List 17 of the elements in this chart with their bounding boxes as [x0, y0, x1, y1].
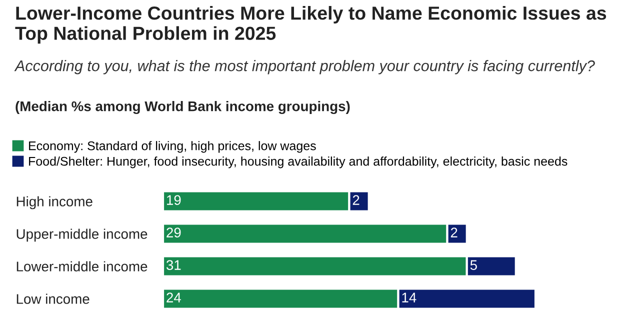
- data-label: 14: [402, 292, 416, 302]
- y-tick-label: Low income: [16, 294, 90, 304]
- y-tick-label: Upper-middle income: [16, 228, 148, 242]
- data-label: 31: [166, 260, 181, 270]
- chart-subtitle: According to you, what is the most important problem your country is facing currently?: [14, 60, 595, 74]
- text: (Median %s among World Bank income groupings): [16, 101, 350, 114]
- y-tick-label: High income: [16, 196, 92, 210]
- data-label: 5: [470, 260, 477, 270]
- data-label: 2: [352, 195, 360, 205]
- data-label: 29: [166, 228, 181, 238]
- legend-label: Economy: Standard of living, high prices, low wages: [29, 141, 316, 153]
- chart-title: Lower-Income Countries More Likely to Name Economic Issues as Top National Problem in 2025: [15, 6, 606, 44]
- data-label: 2: [450, 228, 458, 238]
- data-label: 24: [166, 292, 181, 302]
- data-label: 19: [167, 195, 181, 205]
- y-tick-label: Lower-middle income: [16, 261, 148, 272]
- legend-label: Food/Shelter: Hunger, food insecurity, housing availability and affordability, electricity, basic needs: [29, 156, 568, 168]
